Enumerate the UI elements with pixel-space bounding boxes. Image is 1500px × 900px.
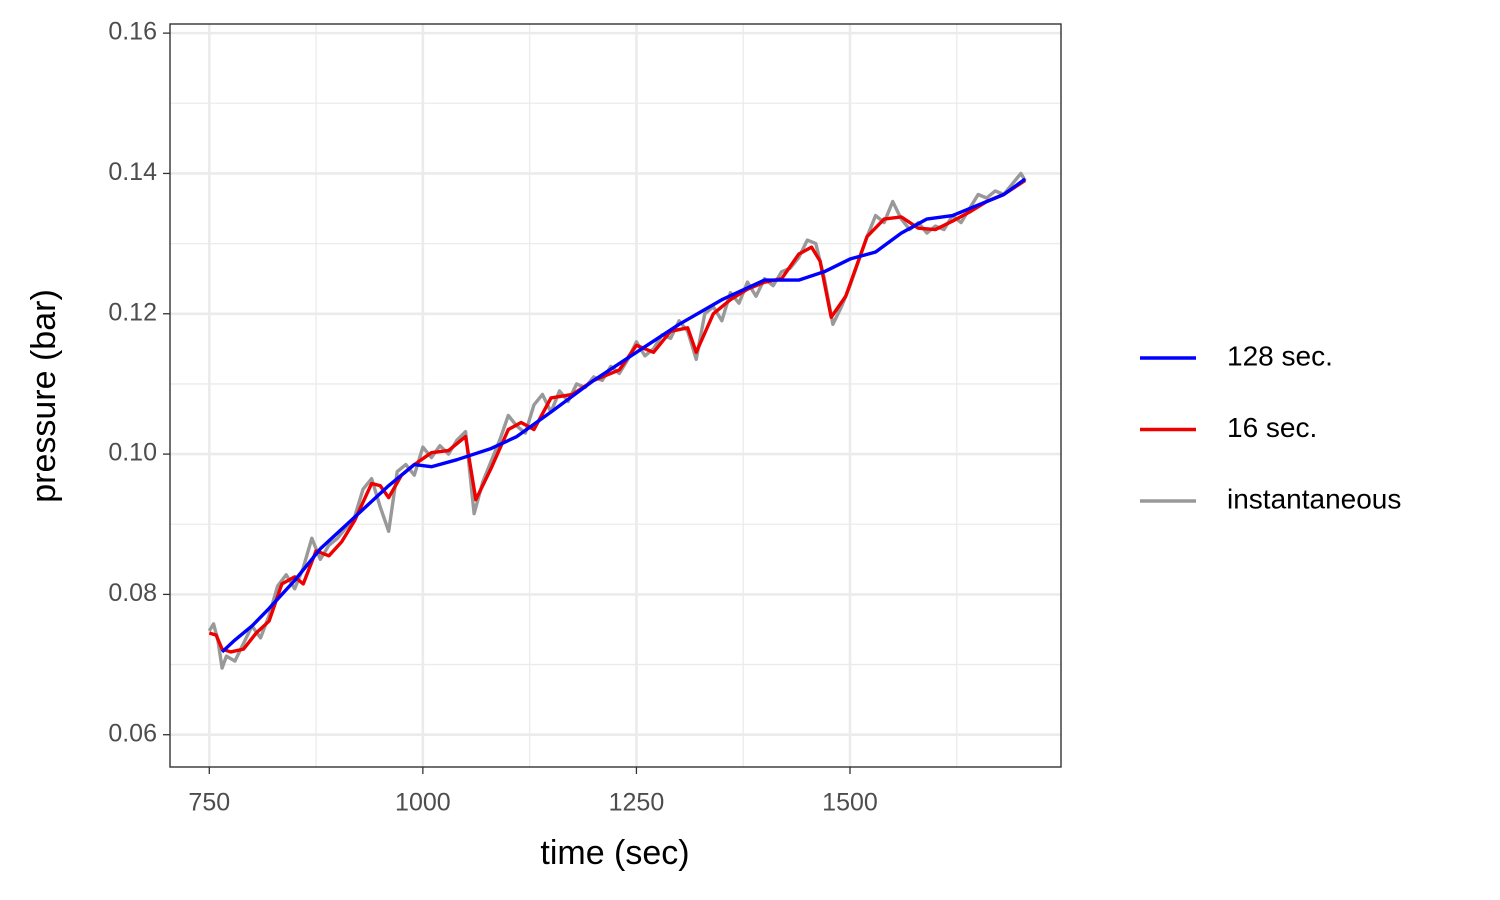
data-line [208,179,1027,654]
x-tick-label: 750 [188,789,230,817]
y-tick-label: 0.14 [108,158,157,186]
y-tick-label: 0.16 [108,18,157,46]
x-tick-label: 1250 [609,789,665,817]
y-axis-title: pressure (bar) [25,289,63,503]
legend-label: 128 sec. [1227,340,1333,371]
x-axis-title: time (sec) [540,834,689,872]
x-tick-label: 1500 [822,789,878,817]
x-tick-label: 1000 [395,789,451,817]
y-tick-label: 0.10 [108,439,157,467]
legend-label: instantaneous [1227,483,1401,514]
y-tick-label: 0.06 [108,719,157,747]
legend-label: 16 sec. [1227,412,1317,443]
y-tick-label: 0.12 [108,298,157,326]
y-tick-label: 0.08 [108,579,157,607]
data-line [220,177,1027,654]
data-line [207,171,1027,670]
panel-border [169,23,1062,768]
